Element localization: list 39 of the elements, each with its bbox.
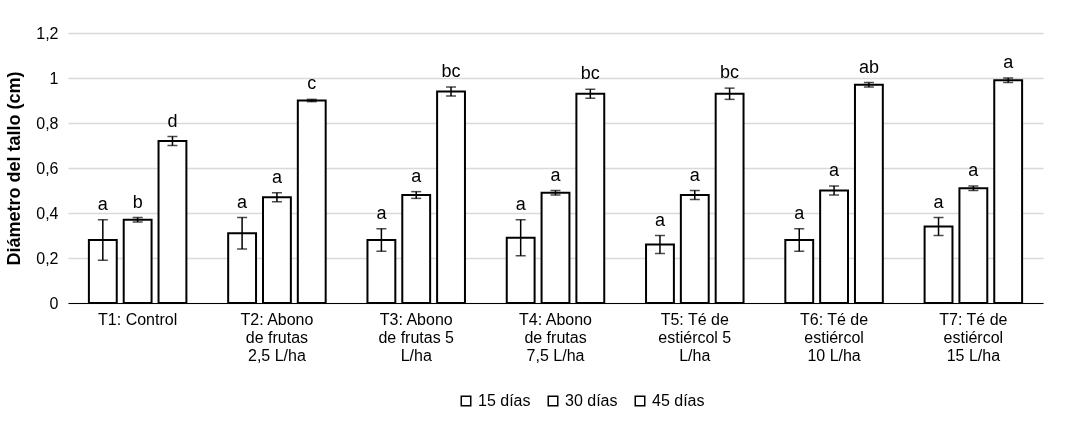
data-label: d <box>167 110 178 131</box>
y-tick-label: 0,8 <box>36 114 59 132</box>
legend-label: 45 días <box>652 392 705 409</box>
x-tick-label: T7: Té de estiércol 15 L/ha <box>939 310 1008 364</box>
data-label: a <box>411 165 423 186</box>
data-label: c <box>307 73 317 94</box>
data-label: a <box>376 202 388 223</box>
x-tick-label: T4: Abono de frutas 7,5 L/ha <box>519 310 593 364</box>
y-tick-label: 0,6 <box>36 159 59 177</box>
data-label: bc <box>580 63 600 84</box>
data-label: a <box>1003 52 1015 72</box>
data-label: a <box>654 209 666 230</box>
y-tick-label: 0,2 <box>36 249 59 267</box>
data-label: bc <box>441 61 461 81</box>
y-axis-title: Diámetro del tallo (cm) <box>4 71 25 266</box>
data-label: a <box>97 193 109 214</box>
legend-label: 15 días <box>478 392 531 409</box>
data-label: a <box>968 160 980 180</box>
y-tick-label: 1,2 <box>36 24 59 42</box>
x-tick-label: T3: Abono de frutas 5 L/ha <box>378 310 455 364</box>
y-tick-label: 1 <box>49 69 59 87</box>
x-tick-label: T2: Abono de frutas 2,5 L/ha <box>240 310 314 364</box>
legend-label: 30 días <box>565 392 618 409</box>
y-tick-label: 0 <box>49 294 59 312</box>
x-tick-label: T1: Control <box>98 310 178 328</box>
data-label: b <box>132 191 143 212</box>
y-tick-label: 0,4 <box>36 204 59 222</box>
data-label: a <box>689 164 701 185</box>
data-label: a <box>271 166 283 187</box>
data-label: ab <box>858 56 879 77</box>
data-label: a <box>550 164 562 185</box>
data-label: a <box>515 193 527 214</box>
data-label: a <box>237 191 249 212</box>
x-tick-label: T5: Té de estiércol 5 L/ha <box>658 310 732 364</box>
data-label: a <box>933 191 945 212</box>
data-label: a <box>794 202 806 223</box>
data-label: a <box>829 160 841 180</box>
x-tick-label: T6: Té de estiércol 10 L/ha <box>799 310 869 364</box>
data-label: bc <box>720 62 740 83</box>
